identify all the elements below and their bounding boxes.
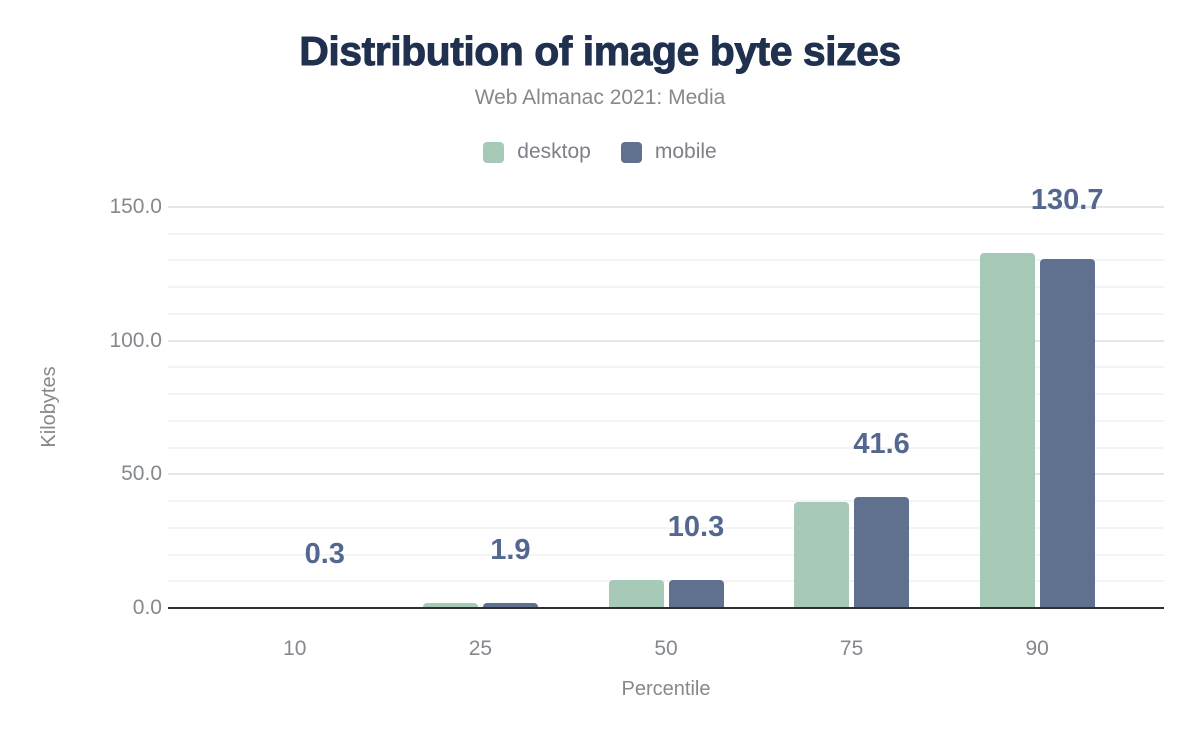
minor-gridline-40 <box>168 500 1164 503</box>
y-tick-label-150.0: 150.0 <box>109 195 162 218</box>
bar-desktop-p25[interactable] <box>422 602 478 608</box>
plot-area: 0.3 10 1.9 25 10.3 50 41.6 75 130.7 90 <box>168 184 1164 660</box>
value-label-p50: 10.3 <box>667 510 725 543</box>
minor-gridline-120 <box>168 286 1164 289</box>
minor-gridline-140 <box>168 232 1164 235</box>
minor-gridline-130 <box>168 259 1164 262</box>
legend-item-desktop[interactable]: desktop <box>483 140 591 164</box>
legend-swatch-desktop <box>483 141 505 163</box>
legend-item-mobile[interactable]: mobile <box>620 140 717 164</box>
bar-mobile-p50[interactable] <box>668 580 724 608</box>
bar-mobile-p25[interactable] <box>482 602 538 608</box>
minor-gridline-30 <box>168 526 1164 529</box>
x-tick-label-25: 25 <box>468 637 493 660</box>
minor-gridline-80 <box>168 393 1164 396</box>
y-tick-label-0.0: 0.0 <box>132 596 162 619</box>
bar-mobile-p75[interactable] <box>854 496 910 608</box>
chart-title: Distribution of image byte sizes <box>299 28 902 75</box>
minor-gridline-90 <box>168 366 1164 369</box>
value-label-p10: 0.3 <box>304 538 345 571</box>
bar-desktop-p90[interactable] <box>979 252 1035 608</box>
y-tick-label-50.0: 50.0 <box>121 462 162 486</box>
legend-label-mobile: mobile <box>654 140 717 163</box>
minor-gridline-70 <box>168 419 1164 422</box>
minor-gridline-60 <box>168 446 1164 449</box>
x-axis-title: Percentile <box>621 678 711 700</box>
minor-gridline-10 <box>168 580 1164 583</box>
y-axis: 0.0 50.0 100.0 150.0 <box>0 195 162 619</box>
value-label-p25: 1.9 <box>490 533 531 566</box>
bar-desktop-p50[interactable] <box>608 579 664 608</box>
x-tick-label-90: 90 <box>1025 637 1049 660</box>
x-tick-label-50: 50 <box>654 637 678 660</box>
bar-desktop-p75[interactable] <box>794 501 850 608</box>
major-gridline-50 <box>168 473 1164 476</box>
chart-subtitle: Web Almanac 2021: Media <box>474 86 726 109</box>
value-label-p75: 41.6 <box>853 427 910 460</box>
legend-swatch-mobile <box>620 141 642 163</box>
x-axis-line <box>168 606 1164 609</box>
x-tick-label-75: 75 <box>839 637 864 660</box>
value-label-p90: 130.7 <box>1030 183 1104 216</box>
x-tick-label-10: 10 <box>283 637 307 660</box>
legend: desktop mobile <box>0 140 1200 164</box>
major-gridline-100 <box>168 339 1164 342</box>
y-tick-label-100.0: 100.0 <box>109 328 162 352</box>
bar-mobile-p90[interactable] <box>1039 258 1095 608</box>
major-gridline-150 <box>168 206 1164 208</box>
minor-gridline-20 <box>168 553 1164 556</box>
legend-label-desktop: desktop <box>517 140 591 163</box>
minor-gridline-110 <box>168 312 1164 315</box>
